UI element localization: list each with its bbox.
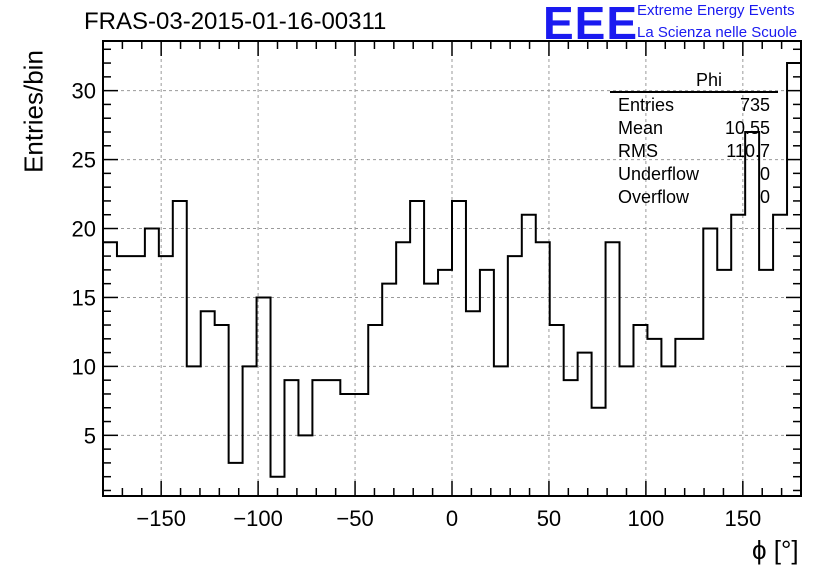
logo-line-2: La Scienza nelle Scuole: [637, 24, 798, 41]
stats-value: 0: [759, 187, 770, 207]
stats-label: Overflow: [618, 187, 690, 207]
y-axis-label: Entries/bin: [18, 50, 49, 173]
tick-labels: −150 −100 −50 0 50 100 150 5 10 15 20 25 30: [72, 79, 762, 531]
axis-ticks: [102, 41, 802, 496]
stats-box: Phi Entries 735 Mean 10.55 RMS 110.7 Und…: [610, 70, 778, 209]
stats-label: Entries: [618, 95, 675, 115]
x-tick-label: −100: [233, 506, 283, 531]
y-tick-label: 15: [72, 285, 96, 310]
x-tick-label: 50: [537, 506, 561, 531]
stats-row-mean: Mean 10.55: [610, 117, 778, 140]
stats-label: Underflow: [618, 164, 700, 184]
y-tick-label: 10: [72, 354, 96, 379]
histogram-line: [102, 62, 802, 496]
x-tick-label: 0: [446, 506, 458, 531]
stats-divider: [610, 91, 778, 93]
stats-row-rms: RMS 110.7: [610, 140, 778, 163]
y-tick-label: 25: [72, 148, 96, 173]
grid-lines: [103, 41, 801, 496]
stats-label: Mean: [618, 118, 664, 138]
stats-row-underflow: Underflow 0: [610, 163, 778, 186]
plot-title: FRAS-03-2015-01-16-00311: [84, 8, 387, 35]
x-axis-label: ϕ [°]: [752, 535, 799, 565]
logo-line-1: Extreme Energy Events: [637, 2, 795, 19]
y-tick-label: 20: [72, 217, 96, 242]
stats-value: 110.7: [726, 141, 770, 161]
stats-value: 735: [739, 95, 770, 115]
eee-logo: EEE: [543, 0, 639, 49]
x-tick-label: −150: [136, 506, 186, 531]
x-tick-label: −50: [336, 506, 373, 531]
stats-row-overflow: Overflow 0: [610, 186, 778, 209]
x-tick-label: 100: [628, 506, 665, 531]
y-tick-label: 5: [84, 423, 96, 448]
stats-name: Phi: [695, 70, 722, 90]
stats-value: 10.55: [724, 118, 770, 138]
stats-row-entries: Entries 735: [610, 94, 778, 117]
y-tick-label: 30: [72, 79, 96, 104]
x-tick-label: 150: [724, 506, 761, 531]
stats-label: RMS: [618, 141, 658, 161]
stats-value: 0: [759, 164, 770, 184]
